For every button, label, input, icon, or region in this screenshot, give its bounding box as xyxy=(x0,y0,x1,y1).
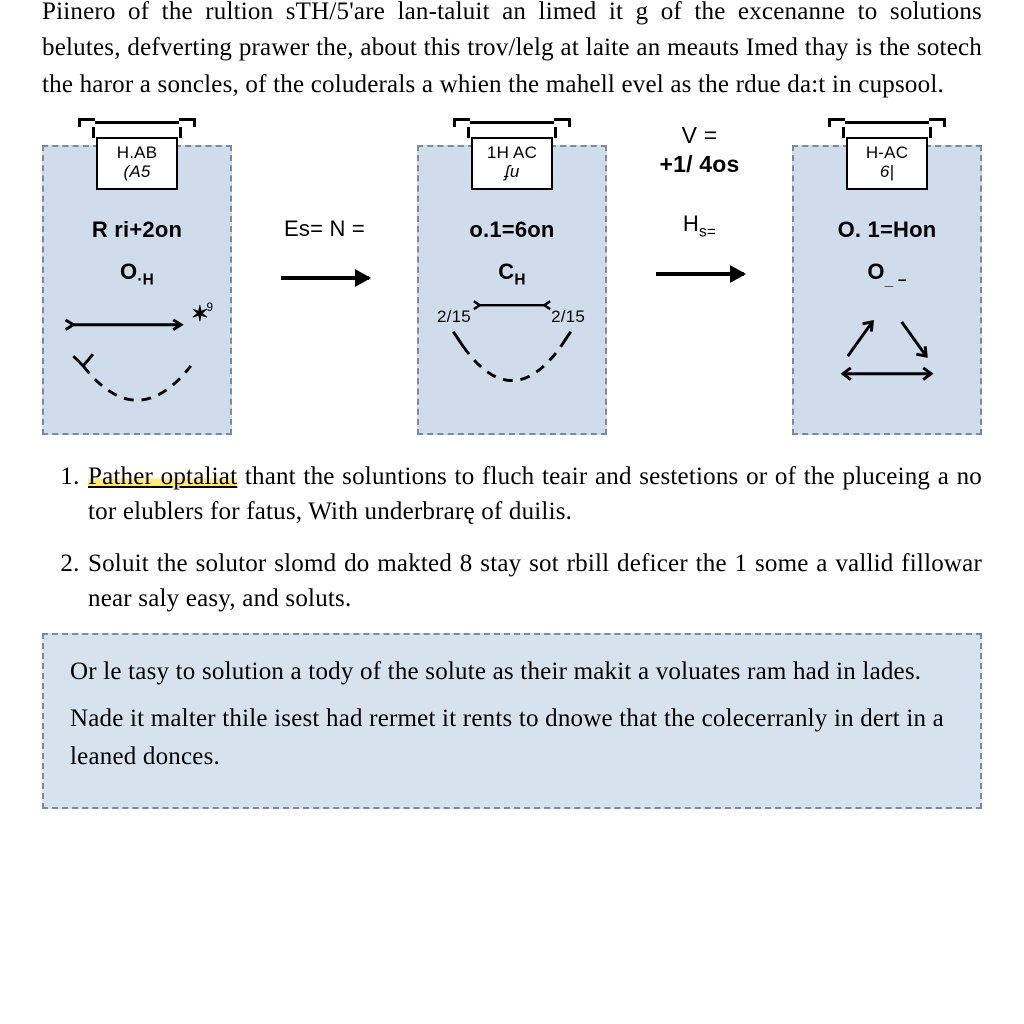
gap2-above-1: V = xyxy=(645,123,755,148)
gap2-equation: Hs= xyxy=(645,211,755,241)
svg-text:9: 9 xyxy=(207,301,214,314)
numbered-list: Pather optaliat thant the soluntions to … xyxy=(42,459,982,617)
diagram-panel-a: H.AB (A5 R ri+2on O·H ✶ 9 xyxy=(42,145,232,435)
flask-cap-icon xyxy=(842,121,932,138)
arrow-right-icon xyxy=(656,272,744,276)
list-item: Soluit the solutor slomd do makted 8 sta… xyxy=(86,546,982,617)
panel-a-row2: O·H xyxy=(44,259,230,289)
gap1-equation: Es= N = xyxy=(270,216,380,242)
panel-c-sketch xyxy=(794,297,980,425)
diagram-gap-1: Es= N = xyxy=(270,121,380,286)
panel-c-row1: O. 1=Hon xyxy=(794,217,980,243)
diagram-panel-c: H-AC 6| O. 1=Hon O_ – xyxy=(792,145,982,435)
diagram-gap-2: V = +1/ 4os Hs= xyxy=(645,121,755,282)
panel-b-fraction-right: 2/15 xyxy=(551,307,585,327)
flask-label-c-line1: H-AC xyxy=(848,143,926,163)
panel-b-row2: CH xyxy=(419,259,605,289)
diagram-panel-b: 1H AC ʄu o.1=6on CH 2/15 2/15 xyxy=(417,145,607,435)
panel-c-row2: O_ – xyxy=(794,259,980,289)
callout-paragraph-2: Nade it malter thile isest had rermet it… xyxy=(70,700,954,775)
flask-label-b: 1H AC ʄu xyxy=(471,137,553,190)
highlighted-text: Pather optaliat xyxy=(88,463,237,490)
panel-a-sketch: ✶ 9 xyxy=(44,297,230,425)
list-item: Pather optaliat thant the soluntions to … xyxy=(86,459,982,530)
panel-a-row1: R ri+2on xyxy=(44,217,230,243)
callout-box: Or le tasy to solution a tody of the sol… xyxy=(42,633,982,810)
reaction-diagram: H.AB (A5 R ri+2on O·H ✶ 9 Es= N = xyxy=(42,121,982,441)
flask-cap-icon xyxy=(467,121,557,138)
flask-label-a: H.AB (A5 xyxy=(96,137,178,190)
flask-label-a-line1: H.AB xyxy=(98,143,176,163)
panel-b-fraction-left: 2/15 xyxy=(437,307,471,327)
flask-label-b-line1: 1H AC xyxy=(473,143,551,163)
callout-paragraph-1: Or le tasy to solution a tody of the sol… xyxy=(70,653,954,691)
flask-label-a-line2: (A5 xyxy=(98,162,176,182)
flask-cap-icon xyxy=(92,121,182,138)
intro-paragraph: Piinero of the rultion sTH/5'are lan-tal… xyxy=(42,0,982,103)
panel-b-sketch: 2/15 2/15 xyxy=(419,297,605,425)
gap2-above-2: +1/ 4os xyxy=(645,152,755,177)
flask-label-c: H-AC 6| xyxy=(846,137,928,190)
panel-b-row1: o.1=6on xyxy=(419,217,605,243)
flask-label-c-line2: 6| xyxy=(848,162,926,182)
arrow-right-icon xyxy=(281,276,369,280)
flask-label-b-line2: ʄu xyxy=(473,162,551,182)
